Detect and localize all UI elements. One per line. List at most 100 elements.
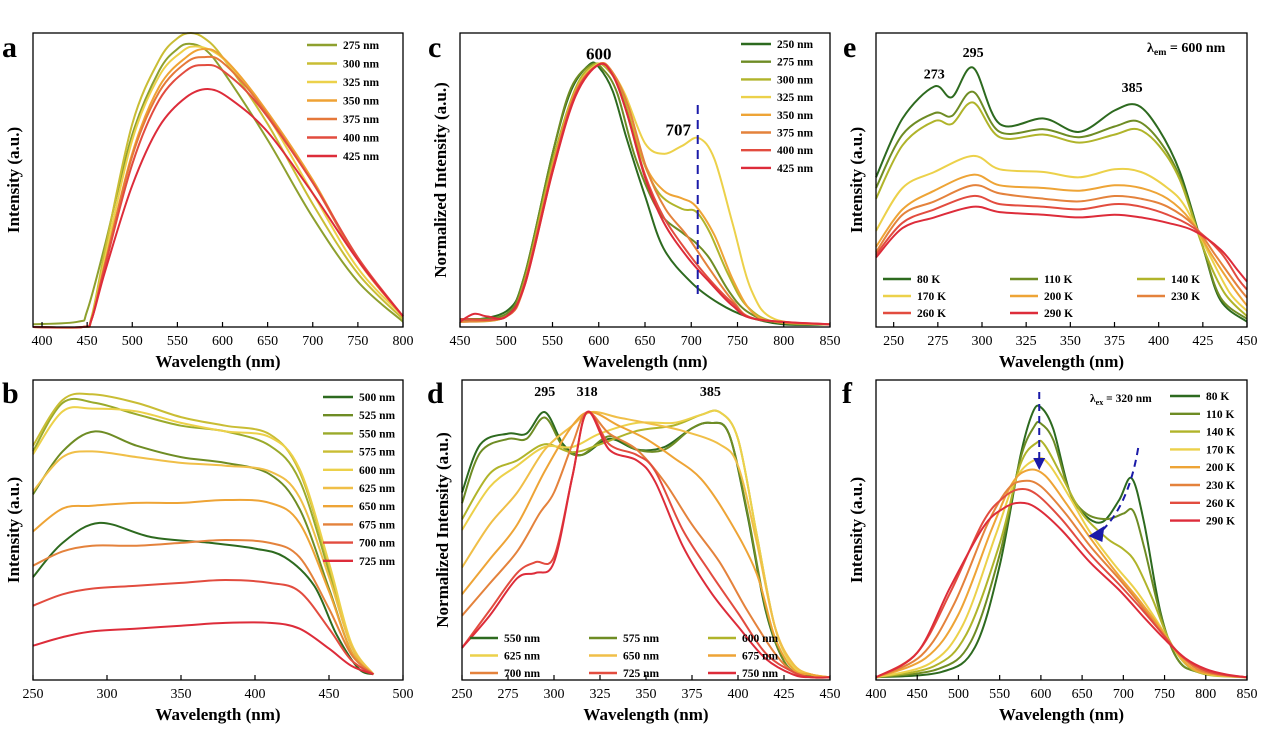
panel-label: e	[843, 31, 856, 64]
legend-entry: 675 nm	[359, 519, 396, 531]
plot-frame	[875, 379, 1248, 681]
legend-entry: 250 nm	[777, 39, 814, 51]
x-tick-label: 750	[727, 334, 748, 349]
plot-frame	[32, 32, 404, 328]
panel-b: b 250 300 350 400 450 500 Wavelength (nm) Intens…	[2, 377, 414, 724]
plot-frame	[32, 379, 404, 681]
y-axis-label: Intensity (a.u.)	[847, 477, 866, 583]
legend-entry: 725 nm	[623, 668, 660, 680]
x-tick-label: 550	[989, 687, 1010, 702]
x-tick-label: 600	[212, 334, 233, 349]
legend-entry: 300 nm	[343, 59, 380, 71]
panel-a: a 400 450 500 550 600 650 700 750 800 Wavelength (…	[2, 31, 414, 371]
legend-entry: 700 nm	[504, 668, 541, 680]
x-tick-label: 300	[972, 334, 993, 349]
series-line	[875, 479, 1248, 679]
series-line	[32, 406, 375, 675]
x-tick-label: 450	[77, 334, 98, 349]
x-tick-label: 750	[1154, 687, 1175, 702]
y-axis-label: Intensity (a.u.)	[4, 477, 23, 583]
x-tick-label: 450	[1237, 334, 1258, 349]
legend: 275 nm 300 nm 325 nm 350 nm 375 nm 400 nm 425 …	[307, 40, 380, 163]
plot-frame	[875, 32, 1248, 328]
panel-d: d 250 275 300 325 350 375 400 425 450 Wavelength (…	[427, 377, 841, 724]
peak-label: 318	[577, 385, 598, 400]
x-tick-label: 250	[883, 334, 904, 349]
panel-e: e 250 275 300 325 350 375 400 425 450 Wavelength (…	[843, 31, 1258, 371]
x-tick-label: 700	[681, 334, 702, 349]
series-line	[875, 439, 1248, 679]
x-tick-label: 275	[498, 687, 519, 702]
panel-label: b	[2, 377, 19, 410]
panel-label: d	[427, 377, 444, 410]
x-tick-label: 425	[774, 687, 795, 702]
series-group	[875, 404, 1248, 679]
x-tick-label: 800	[1195, 687, 1216, 702]
y-axis-label: Intensity (a.u.)	[4, 127, 23, 233]
x-tick-label: 500	[393, 687, 414, 702]
panel-c: c 450 500 550 600 650 700 750 800 850 Wavelength (…	[428, 31, 841, 371]
legend-entry: 525 nm	[359, 410, 396, 422]
series-line	[461, 411, 831, 679]
legend-entry: 425 nm	[343, 151, 380, 163]
peak-label: 385	[700, 385, 721, 400]
legend-entry: 425 nm	[777, 163, 814, 175]
series-line	[875, 468, 1248, 679]
x-tick-label: 325	[590, 687, 611, 702]
x-tick-label: 750	[347, 334, 368, 349]
series-line	[875, 194, 1248, 291]
legend-entry: 650 nm	[623, 651, 660, 663]
x-axis-label: Wavelength (nm)	[999, 705, 1124, 724]
legend: 550 nm 575 nm 600 nm 625 nm 650 nm 675 nm 700 …	[470, 633, 779, 680]
series-group	[32, 392, 375, 676]
series-group	[459, 61, 831, 326]
x-tick-label: 500	[948, 687, 969, 702]
legend-entry: 290 K	[1044, 308, 1073, 320]
x-tick-label: 375	[1104, 334, 1125, 349]
legend: 250 nm 275 nm 300 nm 325 nm 350 nm 375 nm 400 …	[741, 39, 814, 175]
x-tick-label: 500	[122, 334, 143, 349]
legend-entry: 300 nm	[777, 74, 814, 86]
x-tick-label: 800	[393, 334, 414, 349]
legend-entry: 600 nm	[359, 465, 396, 477]
legend-entry: 325 nm	[343, 77, 380, 89]
series-line	[875, 184, 1248, 299]
series-line	[461, 411, 831, 679]
series-line	[32, 498, 375, 676]
legend-entry: 230 K	[1206, 480, 1235, 492]
legend: 80 K 110 K 140 K 170 K 200 K 230 K 260 K 290 K	[883, 274, 1200, 320]
legend-entry: 140 K	[1171, 274, 1200, 286]
inset-subscript: ex	[1096, 398, 1104, 407]
x-tick-label: 450	[319, 687, 340, 702]
series-line	[459, 61, 831, 326]
legend-entry: 400 nm	[343, 133, 380, 145]
series-line	[461, 410, 831, 679]
series-line	[875, 404, 1248, 679]
y-axis-label: Intensity (a.u.)	[847, 127, 866, 233]
x-tick-label: 350	[636, 687, 657, 702]
legend-entry: 200 K	[1206, 462, 1235, 474]
legend-entry: 260 K	[917, 308, 946, 320]
legend-entry: 80 K	[917, 274, 940, 286]
series-line	[32, 521, 374, 676]
legend-entry: 575 nm	[359, 447, 396, 459]
series-line	[459, 62, 831, 326]
legend-entry: 140 K	[1206, 427, 1235, 439]
x-tick-label: 800	[773, 334, 794, 349]
peak-label: 295	[963, 46, 984, 61]
x-tick-label: 350	[171, 687, 192, 702]
inset-lambda: λ	[1090, 393, 1096, 405]
x-tick-label: 600	[1030, 687, 1051, 702]
x-axis-label: Wavelength (nm)	[155, 705, 280, 724]
panel-label: c	[428, 31, 441, 64]
legend-entry: 260 K	[1206, 498, 1235, 510]
y-axis-label: Normalized Intensity (a.u.)	[433, 432, 452, 627]
series-line	[875, 487, 1248, 679]
x-tick-label: 850	[1237, 687, 1258, 702]
x-tick-label: 250	[452, 687, 473, 702]
series-line	[875, 173, 1248, 307]
panel-f: f 400 450 500 550 600 650 700 750 800 850 Wavelengt…	[842, 377, 1258, 724]
legend: 500 nm 525 nm 550 nm 575 nm 600 nm 625 nm 650 …	[323, 392, 396, 568]
series-group	[875, 66, 1248, 323]
